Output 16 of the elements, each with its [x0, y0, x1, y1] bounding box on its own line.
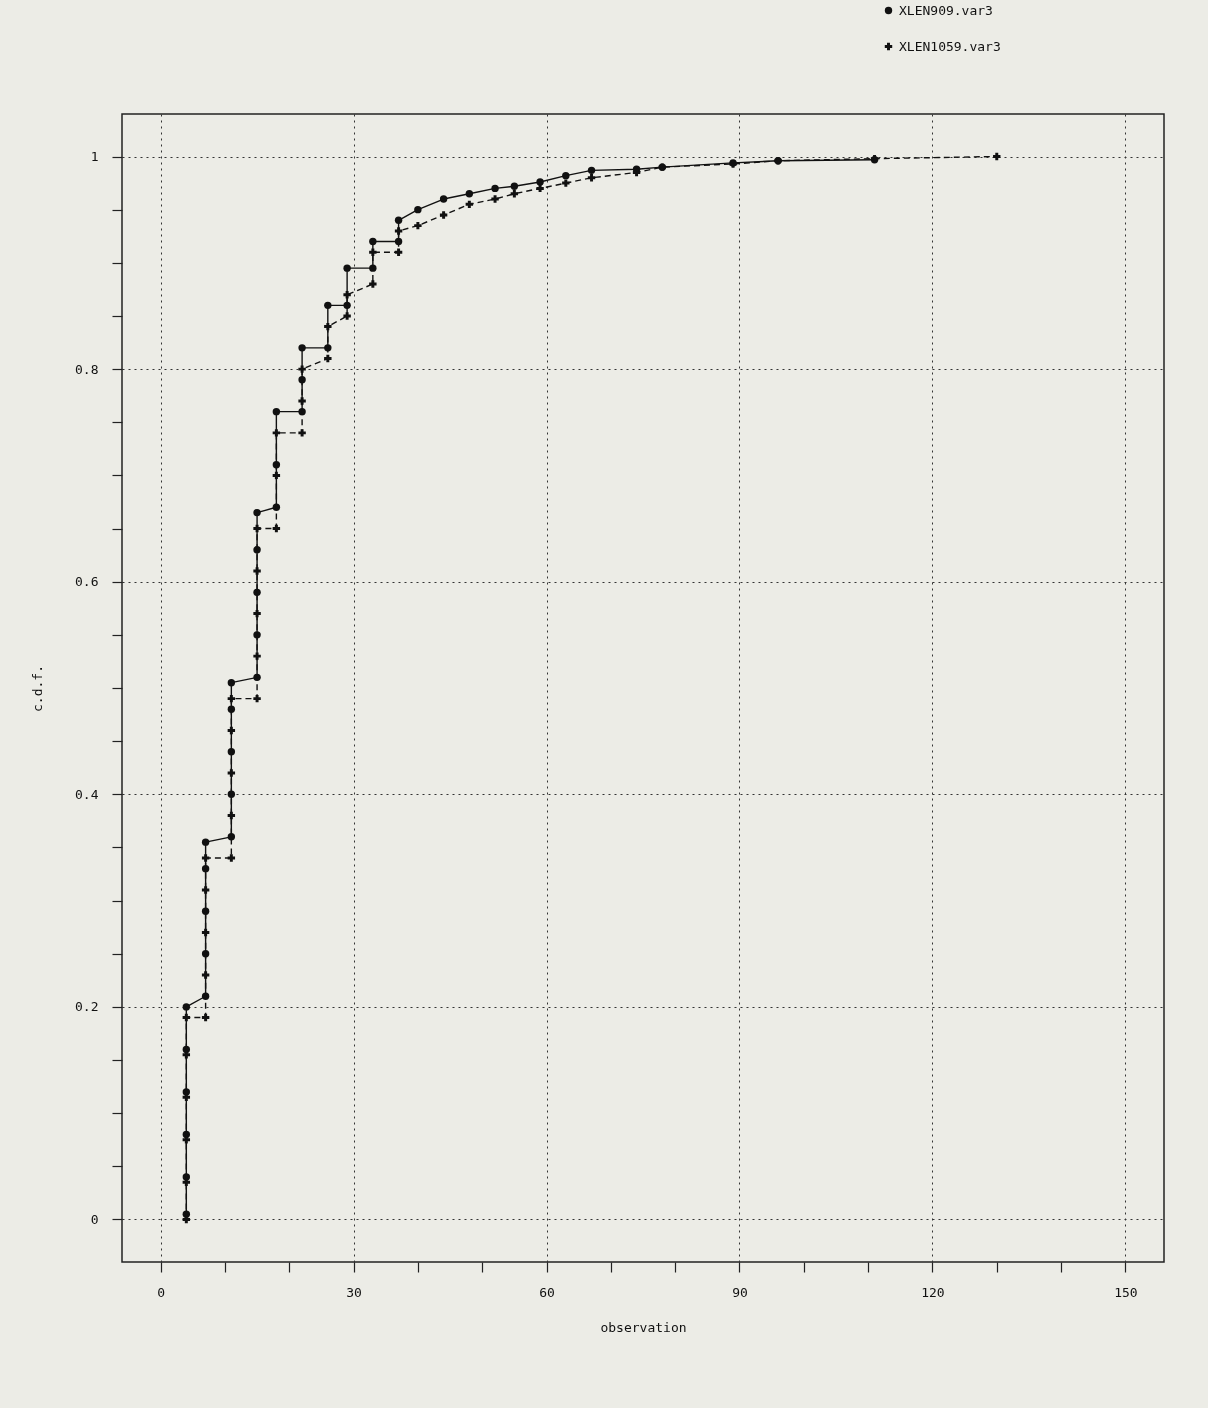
x-tick-label: 120: [921, 1284, 945, 1300]
y-tick-label: 0: [90, 1211, 99, 1227]
y-tick-label: 0.8: [75, 361, 99, 377]
legend-label: XLEN1059.var3: [899, 38, 1001, 54]
y-tick-label: 0.4: [75, 786, 99, 802]
x-axis-title: observation: [600, 1319, 687, 1335]
x-tick-label: 30: [346, 1284, 362, 1300]
y-axis-title: c.d.f.: [30, 665, 46, 712]
x-tick-label: 0: [157, 1284, 166, 1300]
x-tick-label: 60: [539, 1284, 555, 1300]
y-tick-label: 1: [90, 149, 99, 165]
legend-label: XLEN909.var3: [899, 2, 993, 18]
x-tick-label: 150: [1114, 1284, 1138, 1300]
x-tick-label: 90: [732, 1284, 748, 1300]
y-tick-label: 0.6: [75, 574, 99, 590]
y-tick-label: 0.2: [75, 999, 99, 1015]
